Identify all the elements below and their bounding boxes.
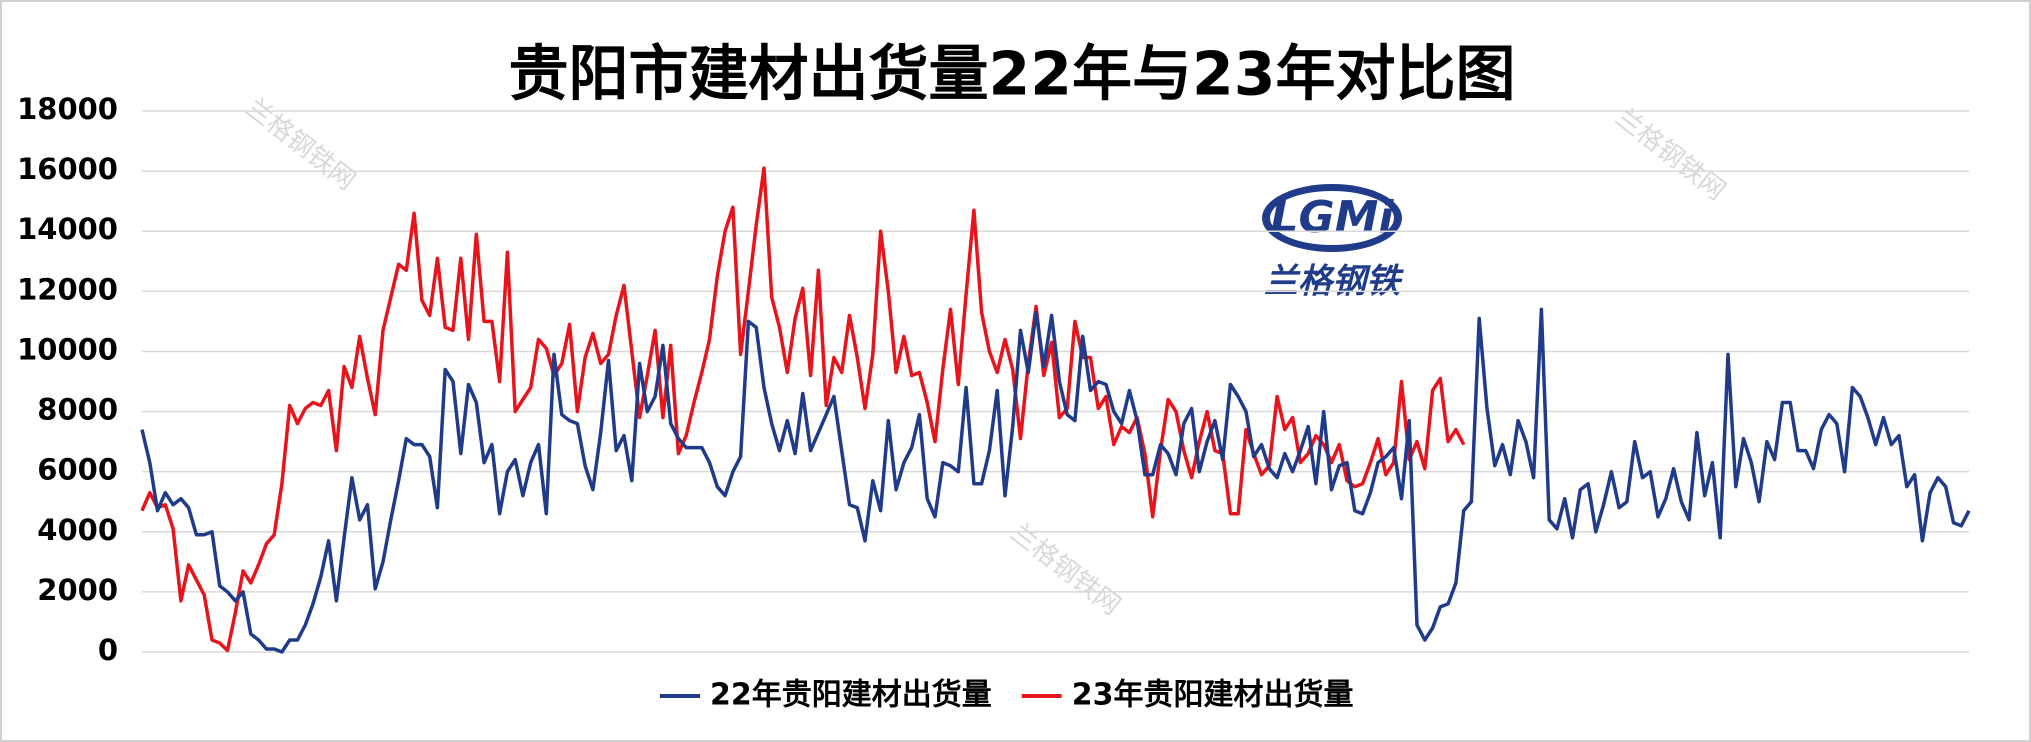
logo-caption: 兰格钢铁 [1264,262,1404,302]
legend-label: 22年贵阳建材出货量 [710,678,992,713]
series-line [140,166,1466,653]
logo-text: LGMi [1270,192,1394,243]
logo: LGMi 兰格钢铁 [1262,184,1404,302]
y-tick-label: 16000 [17,152,118,186]
y-tick-label: 10000 [17,332,118,366]
y-tick-label: 0 [98,633,118,667]
y-tick-label: 8000 [37,393,118,427]
chart-title: 贵阳市建材出货量22年与23年对比图 [509,40,1516,110]
legend-label: 23年贵阳建材出货量 [1072,678,1354,713]
y-tick-label: 4000 [37,513,118,547]
series-line [140,307,1971,654]
y-tick-label: 6000 [37,453,118,487]
y-tick-label: 12000 [17,272,118,306]
y-tick-label: 14000 [17,212,118,246]
y-tick-label: 2000 [37,573,118,607]
y-tick-label: 18000 [17,92,118,126]
